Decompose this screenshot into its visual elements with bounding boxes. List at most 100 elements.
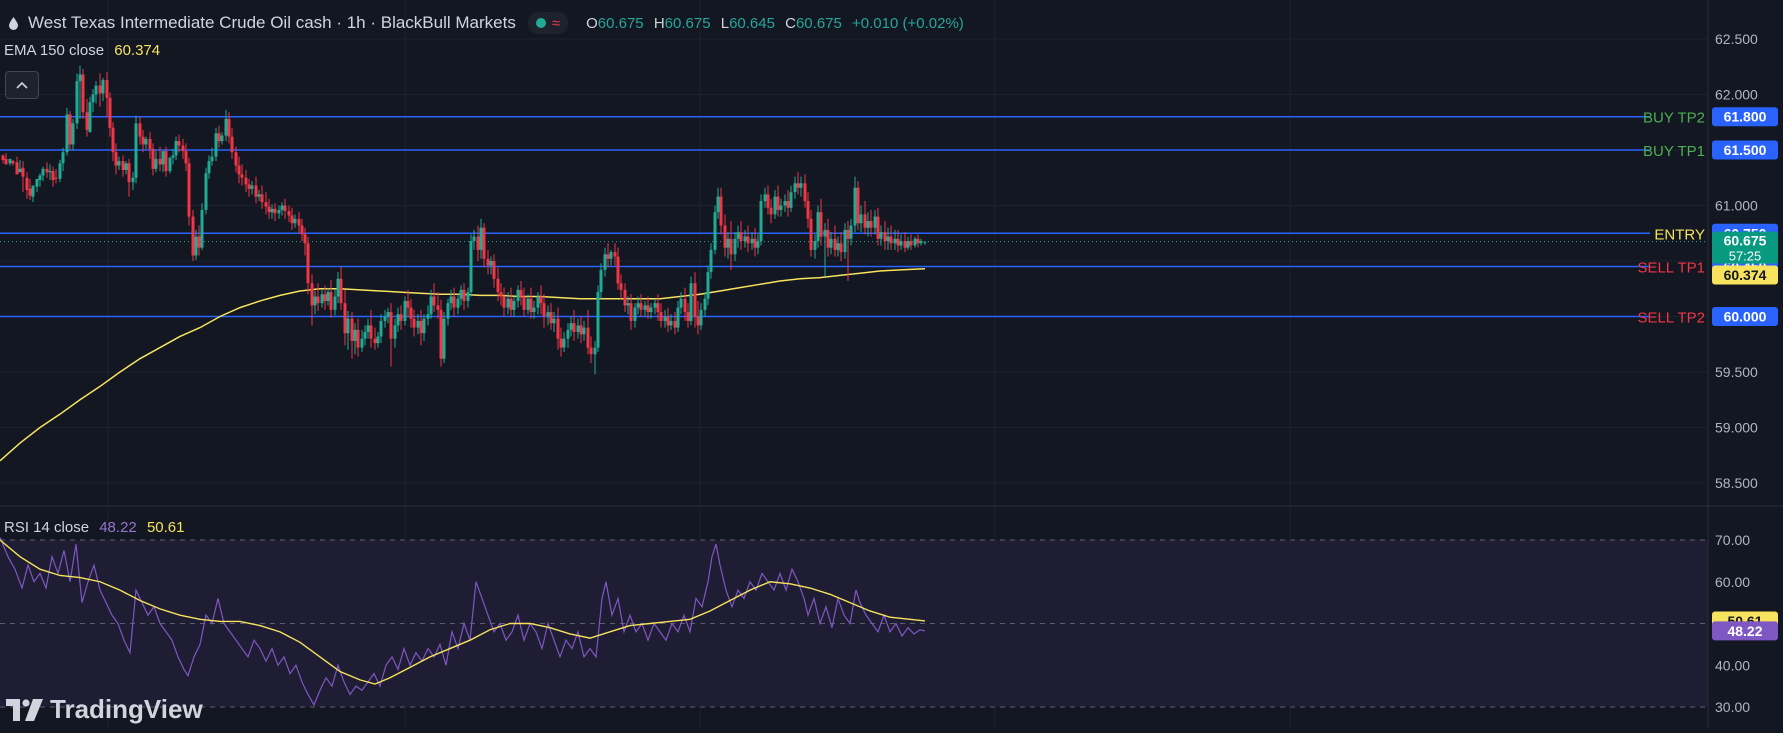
candle — [763, 187, 767, 208]
candle — [666, 307, 670, 333]
candle — [723, 214, 727, 257]
candle — [552, 312, 556, 333]
candle — [290, 207, 294, 230]
candle — [462, 283, 466, 310]
candle-body — [326, 292, 330, 301]
candle-body — [101, 80, 105, 94]
candle — [98, 73, 102, 107]
candle — [15, 156, 19, 175]
candle — [287, 205, 291, 223]
candle-body — [85, 112, 89, 131]
candle — [376, 332, 380, 348]
tradingview-logo[interactable]: TradingView — [6, 694, 203, 725]
market-status-pill[interactable]: ≈ — [527, 12, 569, 34]
candle-body — [244, 177, 248, 185]
candle — [306, 236, 310, 295]
candle — [786, 189, 790, 217]
candle — [369, 309, 373, 348]
candle — [267, 198, 271, 219]
candle — [105, 72, 109, 117]
candle — [419, 309, 423, 346]
candle — [456, 294, 460, 315]
candle — [526, 294, 530, 315]
candle-body — [913, 238, 917, 246]
candle — [713, 205, 717, 255]
close-value: 60.675 — [795, 14, 842, 32]
candle-body — [287, 211, 291, 216]
candle — [519, 280, 523, 306]
candle-body — [833, 238, 837, 250]
symbol-title[interactable]: West Texas Intermediate Crude Oil cash ·… — [28, 13, 516, 32]
candle — [101, 77, 105, 102]
candle — [726, 232, 730, 259]
candle-body — [462, 289, 466, 301]
candle-body — [406, 300, 410, 308]
candle — [559, 327, 563, 357]
candle — [919, 238, 923, 246]
candle — [184, 143, 188, 172]
candle — [412, 309, 416, 337]
candle — [649, 303, 653, 319]
candle — [646, 296, 650, 319]
candle — [144, 136, 148, 149]
ema-legend[interactable]: EMA 150 close 60.374 — [4, 42, 160, 59]
candle — [899, 234, 903, 250]
candle-body — [586, 327, 590, 348]
candle-body — [653, 303, 657, 308]
candle — [316, 283, 320, 311]
candle-body — [300, 225, 304, 235]
candle-body — [659, 312, 663, 321]
candle-body — [886, 236, 890, 242]
candle-body — [386, 312, 390, 317]
candle-body — [696, 316, 700, 326]
candle — [653, 298, 657, 315]
rsi-legend-value: 48.22 — [99, 519, 137, 536]
candle — [366, 318, 370, 339]
candle — [833, 225, 837, 257]
candle — [204, 167, 208, 215]
candle-body — [569, 323, 573, 330]
candle-body — [148, 138, 152, 149]
candle-body — [28, 188, 32, 196]
candle — [300, 218, 304, 242]
candle — [876, 207, 880, 246]
candle-body — [703, 298, 707, 310]
candle — [572, 309, 576, 341]
candle-body — [626, 303, 630, 306]
candle-body — [297, 218, 301, 226]
candle — [452, 287, 456, 317]
rsi-ma-line — [0, 539, 926, 685]
candle — [613, 243, 617, 266]
candle-body — [476, 236, 480, 250]
level-label: SELL TP2 — [1637, 310, 1705, 327]
candle-body — [75, 81, 79, 124]
candle-body — [679, 298, 683, 308]
candle-body — [339, 278, 343, 304]
candle — [529, 287, 533, 319]
candle — [556, 307, 560, 350]
candle-body — [496, 278, 500, 293]
candle-body — [469, 241, 473, 293]
collapse-legend-button[interactable] — [5, 71, 39, 99]
candle-body — [723, 225, 727, 248]
candle — [873, 209, 877, 235]
candle-body — [549, 312, 553, 324]
candle — [141, 130, 145, 153]
rsi-legend[interactable]: RSI 14 close 48.22 50.61 — [4, 519, 184, 536]
candle-body — [4, 158, 8, 165]
candle-body — [863, 214, 867, 228]
candle — [766, 185, 770, 215]
candle — [111, 122, 115, 162]
candle — [379, 314, 383, 344]
candle-body — [38, 175, 42, 180]
candle-body — [177, 141, 181, 146]
candle-body — [280, 205, 284, 210]
candle — [489, 256, 493, 275]
price-badges: 61.80061.50060.75060.45060.00060.67557:2… — [1712, 107, 1778, 641]
candle-body — [562, 338, 566, 348]
candle — [217, 125, 221, 148]
candle-body — [596, 292, 600, 348]
candle — [234, 146, 238, 173]
candle — [522, 287, 526, 317]
